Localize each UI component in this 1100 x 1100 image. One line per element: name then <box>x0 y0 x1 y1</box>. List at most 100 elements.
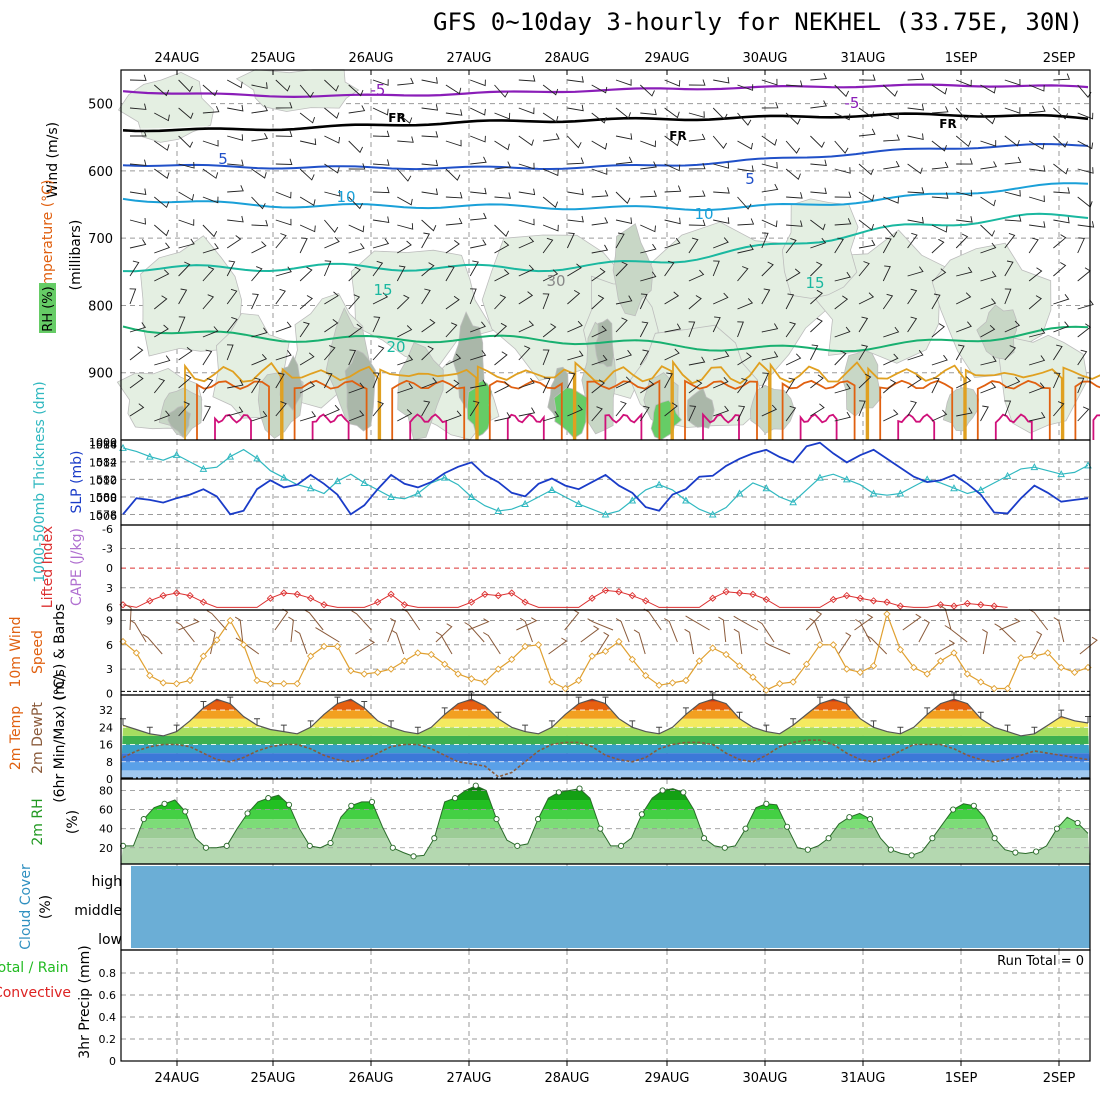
wind-barb <box>226 235 242 249</box>
wind-tick: 6 <box>106 639 113 652</box>
date-label-top: 1SEP <box>945 51 978 66</box>
thickness-marker <box>548 485 556 493</box>
surface-wind-barb <box>387 617 396 643</box>
lifted-index-marker <box>615 588 623 596</box>
wind-barb <box>202 294 215 310</box>
wind-barb <box>640 271 657 282</box>
cape-tick: -6 <box>102 523 113 536</box>
surface-wind-barb <box>355 638 376 655</box>
rh-marker <box>1053 825 1060 832</box>
wind-barb <box>688 405 697 422</box>
wind-barb <box>445 168 461 181</box>
wind-barb <box>324 236 340 249</box>
dewpoint-line <box>122 739 1089 778</box>
wind-barb <box>469 260 479 277</box>
wind-speed-marker <box>990 684 998 693</box>
wind-barb <box>907 266 924 277</box>
temp-minmax-bar <box>763 724 770 732</box>
wind-barb <box>348 382 365 394</box>
wind-barb <box>688 190 706 198</box>
wind-barb <box>810 403 825 417</box>
temp-minmax-bar <box>1004 724 1011 732</box>
wind-barb <box>348 323 363 338</box>
wind-barb <box>591 354 608 366</box>
wind-barb <box>664 372 673 389</box>
rh-marker <box>514 842 521 849</box>
wind-barb <box>518 320 535 333</box>
wind-barb <box>639 84 655 97</box>
wind-barb <box>591 140 608 150</box>
lifted-index-marker <box>481 590 489 598</box>
wind-barb <box>931 377 940 394</box>
surface-isotherm <box>196 380 270 440</box>
wind-barb <box>883 353 899 366</box>
wind-barb <box>421 232 430 249</box>
wind-barb <box>980 224 996 237</box>
temp-band <box>121 770 1090 779</box>
wind-barb <box>615 107 631 119</box>
wind-barb <box>348 105 366 114</box>
wind-barb <box>931 161 949 170</box>
wind-barb <box>931 106 949 114</box>
wind-barb <box>518 135 534 147</box>
wind-barb <box>1004 400 1012 417</box>
wind-barb <box>834 218 852 226</box>
wind-barb <box>737 244 754 254</box>
wind-barb <box>785 353 802 366</box>
rh-marker <box>618 842 625 849</box>
wind-barb <box>956 266 973 277</box>
wind-barb <box>640 140 656 148</box>
rh-shade <box>466 380 493 438</box>
wind-barb <box>251 266 263 282</box>
thickness-marker <box>1030 463 1039 471</box>
surface-wind-barb <box>129 619 147 643</box>
cape-tick: 3 <box>106 582 113 595</box>
wind-barb <box>227 185 244 193</box>
wind-barb <box>761 135 778 146</box>
surface-isotherm <box>897 413 936 440</box>
wind-speed-marker <box>695 657 703 665</box>
wind-barb <box>664 348 680 361</box>
rh-tick: 60 <box>99 804 113 817</box>
rh-shade <box>612 223 654 317</box>
temp-band <box>121 727 1090 736</box>
rh-marker <box>887 846 894 853</box>
wind-barb <box>664 135 680 147</box>
wind-barb <box>324 404 340 417</box>
wind-barb <box>882 237 892 254</box>
surface-isotherm <box>488 379 563 440</box>
temp-minmax-bar <box>307 720 314 728</box>
thickness-marker <box>414 489 422 497</box>
wind-speed-marker <box>588 652 596 660</box>
wind-barb <box>980 196 996 207</box>
temp-minmax-bar <box>575 696 582 704</box>
wind-barb <box>372 130 390 137</box>
lifted-index-marker <box>749 590 757 598</box>
wind-barb <box>518 218 535 226</box>
slp-right-tick: 1014 <box>89 438 117 451</box>
wind-speed-marker <box>548 678 556 686</box>
axis-label-rh: RH (%) <box>41 286 56 331</box>
surface-isotherm <box>702 412 740 440</box>
rh-marker <box>389 844 396 851</box>
wind-barb <box>761 372 769 389</box>
wind-barb <box>566 232 575 249</box>
lifted-index-marker <box>293 590 301 598</box>
wind-barb <box>445 139 462 147</box>
temp-minmax-bar <box>816 696 823 704</box>
wind-barb <box>688 79 706 86</box>
wind-barb <box>688 133 706 142</box>
wind-barb <box>178 191 195 201</box>
lifted-index-marker <box>186 591 194 600</box>
contour-label: 10 <box>694 205 713 223</box>
wind-barb <box>1004 260 1014 277</box>
surface-wind-barb <box>391 629 405 655</box>
surface-wind-barb <box>866 634 888 655</box>
wind-barb <box>810 374 824 389</box>
surface-wind-barb <box>564 609 580 631</box>
wind-barb <box>1028 267 1043 282</box>
wind-barb <box>251 196 266 210</box>
rh-marker <box>244 810 251 817</box>
thickness-marker <box>816 473 824 481</box>
rh-legend-swatch <box>39 283 56 333</box>
